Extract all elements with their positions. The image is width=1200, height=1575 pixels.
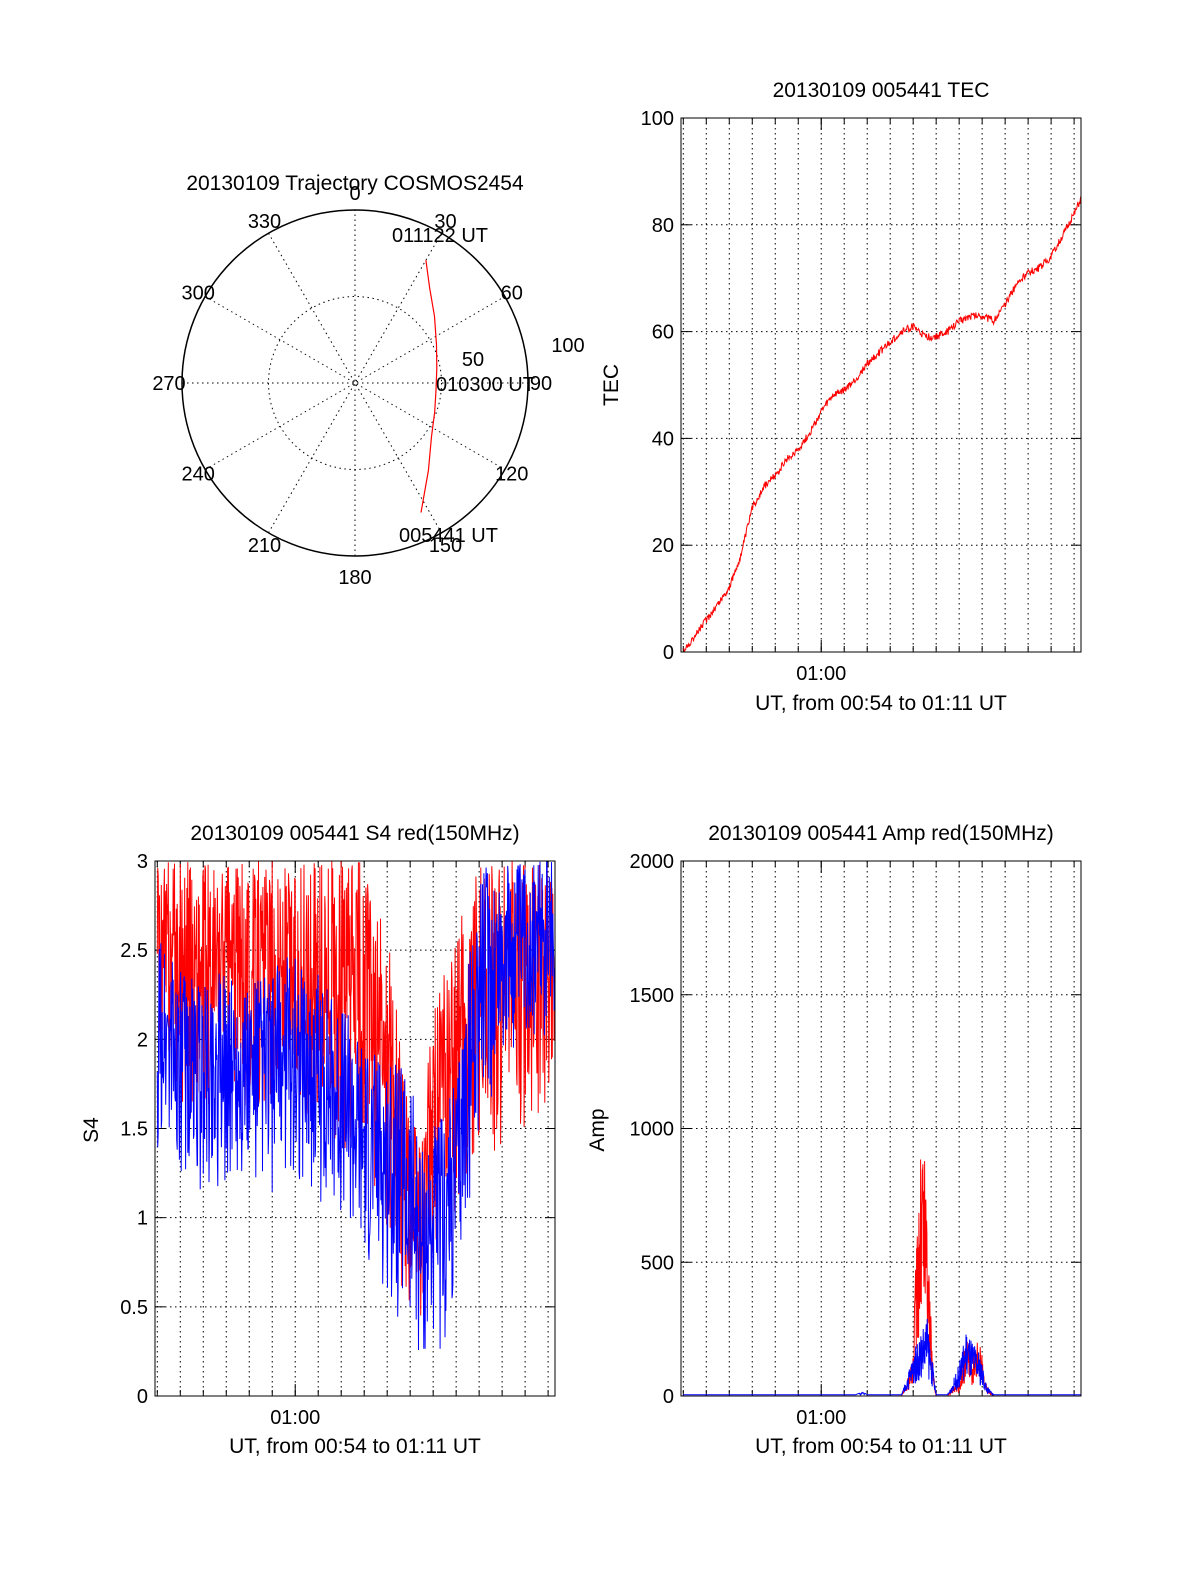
y-axis-label: Amp (586, 1108, 609, 1151)
x-axis-label: UT, from 00:54 to 01:11 UT (755, 692, 1007, 715)
x-tick-label: 01:00 (270, 1407, 320, 1429)
chart-title: 20130109 Trajectory COSMOS2454 (186, 172, 524, 195)
polar-grid-ring (268, 296, 442, 470)
plot-frame (680, 860, 1082, 1397)
y-tick-label: 2000 (630, 851, 675, 873)
polar-trajectory-chart: 20130109 Trajectory COSMOS2454 0 30 60 90 12… (152, 172, 584, 589)
azimuth-label-210: 210 (248, 535, 281, 557)
y-tick-label: 0 (663, 642, 674, 664)
plot-frame (680, 117, 1082, 653)
plot-frame (154, 860, 556, 1397)
y-tick-label: 80 (652, 215, 674, 237)
azimuth-label-90: 90 (530, 373, 552, 395)
chart-title: 20130109 005441 TEC (773, 79, 990, 102)
tec-chart: 20130109 005441 TEC 0 20 40 60 80 100 01:00 TE… (600, 79, 1082, 715)
series-line-blue (683, 1318, 1081, 1396)
amp-chart: 20130109 005441 Amp red(150MHz) 0 500 1000… (586, 822, 1082, 1458)
y-tick-label: 500 (641, 1252, 674, 1274)
y-tick-label: 2.5 (120, 940, 148, 962)
y-axis-label: S4 (80, 1117, 103, 1143)
polar-grid (182, 210, 528, 556)
trajectory-start-label: 005441 UT (399, 525, 498, 547)
x-tick-label: 01:00 (796, 1407, 846, 1429)
y-tick-label: 0.5 (120, 1297, 148, 1319)
radial-label-50: 50 (462, 349, 484, 371)
y-tick-label: 0 (663, 1386, 674, 1408)
radial-label-100: 100 (551, 335, 584, 357)
y-tick-label: 60 (652, 322, 674, 344)
y-tick-label: 1500 (630, 985, 675, 1007)
azimuth-label-30: 30 (434, 211, 456, 233)
chart-title: 20130109 005441 S4 red(150MHz) (190, 822, 519, 845)
x-axis-label: UT, from 00:54 to 01:11 UT (229, 1435, 481, 1458)
y-tick-label: 1.5 (120, 1119, 148, 1141)
y-tick-label: 20 (652, 535, 674, 557)
azimuth-label-180: 180 (338, 567, 371, 589)
trajectory-end-label: 011122 UT (392, 225, 488, 247)
polar-azimuth-labels: 0 30 60 90 120 150 180 210 240 270 300 330 (152, 183, 552, 589)
x-tick-label: 01:00 (796, 663, 846, 685)
trajectory-line (420, 260, 438, 513)
azimuth-label-120: 120 (495, 464, 528, 486)
y-tick-label: 40 (652, 428, 674, 450)
trajectory-mid-label: 010300 UT (436, 374, 535, 396)
polar-grid-spoke (268, 232, 442, 534)
azimuth-label-300: 300 (182, 283, 215, 305)
chart-title: 20130109 005441 Amp red(150MHz) (708, 822, 1054, 845)
polar-grid-spoke (268, 232, 442, 534)
series-line-red (683, 1159, 1081, 1396)
y-tick-label: 100 (641, 108, 674, 130)
series-line-red (683, 195, 1081, 652)
y-tick-label: 3 (137, 851, 148, 873)
plot-area (683, 195, 1081, 652)
azimuth-label-60: 60 (501, 283, 523, 305)
y-tick-label: 1000 (630, 1119, 675, 1141)
azimuth-label-270: 270 (152, 373, 185, 395)
y-tick-label: 2 (137, 1029, 148, 1051)
plot-area (683, 1159, 1081, 1396)
series-line-blue (156, 861, 555, 1351)
azimuth-label-330: 330 (248, 211, 281, 233)
y-axis-label: TEC (600, 364, 623, 406)
y-tick-label: 1 (137, 1208, 148, 1230)
x-axis-label: UT, from 00:54 to 01:11 UT (755, 1435, 1007, 1458)
azimuth-label-0: 0 (349, 183, 360, 205)
y-tick-label: 0 (137, 1386, 148, 1408)
azimuth-label-240: 240 (182, 464, 215, 486)
polar-frame (181, 209, 529, 557)
plot-area (156, 861, 555, 1351)
azimuth-label-150: 150 (429, 535, 462, 557)
s4-chart: 20130109 005441 S4 red(150MHz) 0 0.5 1 1.5 2… (80, 822, 556, 1458)
